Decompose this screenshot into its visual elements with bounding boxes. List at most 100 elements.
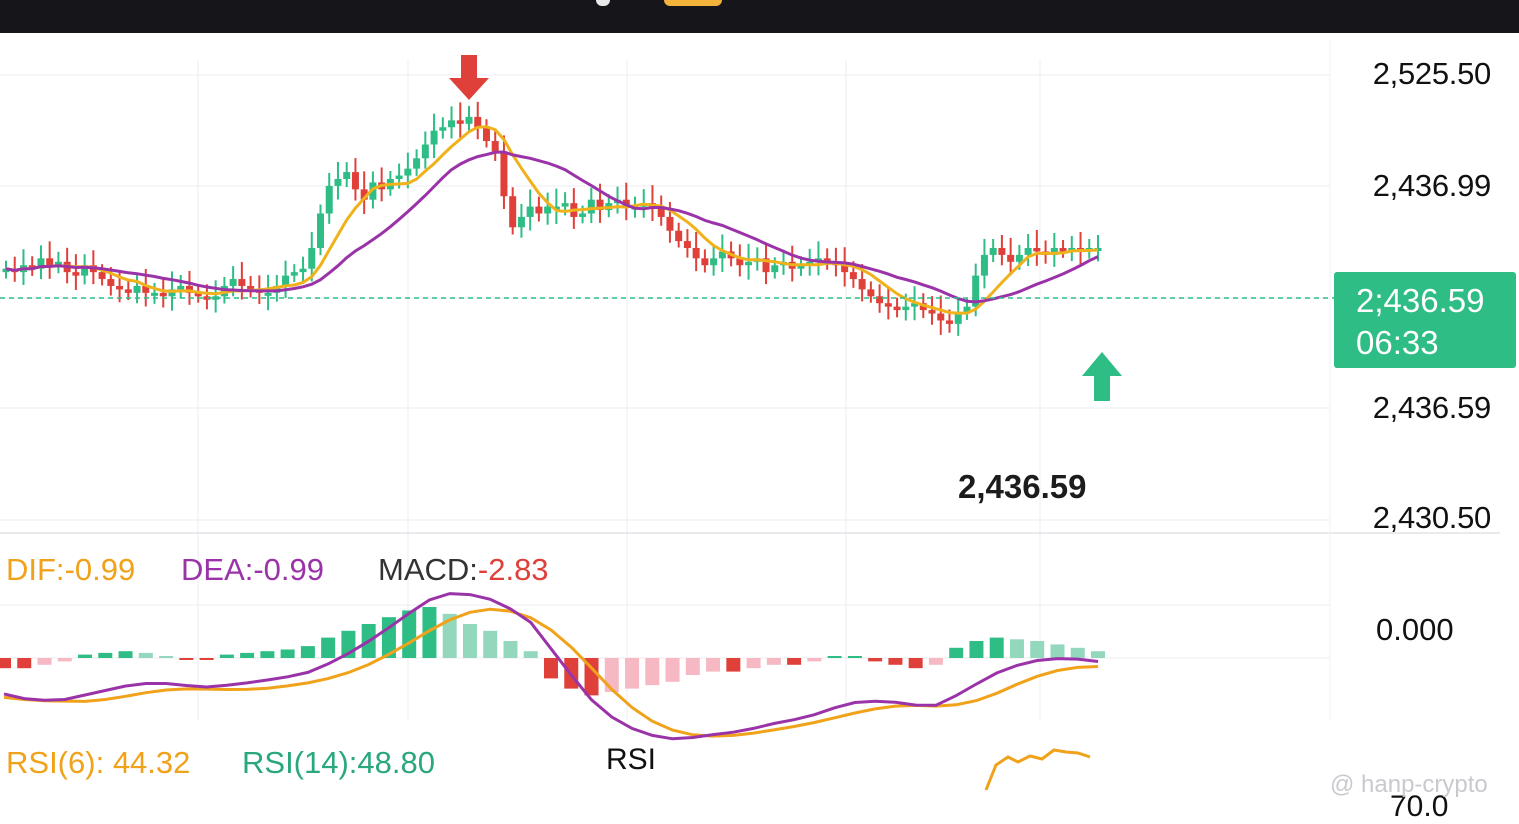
grid	[0, 40, 1500, 720]
candle-body	[692, 248, 700, 259]
candle-body	[264, 292, 272, 296]
candle-body	[395, 175, 403, 179]
candle-body	[937, 313, 945, 321]
macd-bar	[422, 607, 437, 658]
rsi14-value: 48.80	[357, 745, 435, 780]
candle-body	[72, 272, 80, 276]
dea-line	[3, 592, 1099, 741]
ma-slow-line	[5, 150, 1099, 304]
macd-bar	[462, 624, 477, 658]
dea-indicator: DEA:-0.99	[181, 552, 324, 588]
macd-bar	[523, 651, 538, 658]
candle-body	[98, 272, 106, 280]
sell-arrow-icon	[449, 55, 489, 100]
candle-body	[421, 144, 429, 159]
rsi14-label: RSI(14):	[242, 745, 358, 780]
candle-body	[1094, 248, 1102, 251]
macd-bar	[584, 658, 599, 696]
candle-body	[212, 296, 220, 300]
candle-body	[1059, 248, 1067, 252]
candle-body	[124, 289, 132, 293]
macd-bar	[118, 651, 133, 658]
candle-body	[858, 279, 866, 290]
candle-body	[928, 310, 936, 314]
candle-body	[54, 261, 62, 266]
macd-bar	[665, 658, 680, 682]
macd-bar	[969, 641, 984, 658]
candle-body	[972, 275, 980, 307]
dif-value: -0.99	[64, 552, 136, 587]
rsi-title: RSI	[606, 743, 657, 776]
candle-body	[448, 120, 456, 128]
ma-fast-line	[5, 125, 1099, 315]
candle-body	[561, 203, 569, 207]
logo-icon	[664, 0, 722, 6]
candle-body	[81, 265, 89, 276]
candle-body	[465, 116, 473, 124]
candle-body	[491, 141, 499, 152]
macd-bar	[928, 658, 943, 665]
macd-bar	[37, 658, 52, 665]
candle-body	[2, 268, 10, 273]
macd-label: MACD:	[378, 552, 478, 587]
rsi6-label: RSI(6):	[6, 745, 105, 780]
candle-body	[867, 289, 875, 297]
macd-bar	[847, 656, 862, 658]
macd-bar	[787, 658, 802, 665]
low-price-annotation: 2,436.59	[958, 468, 1087, 505]
candle-body	[500, 151, 508, 197]
macd-bar	[908, 658, 923, 669]
candle-body	[107, 279, 115, 286]
watermark: @ hanp-crypto	[1330, 771, 1488, 798]
candle-body	[308, 248, 316, 269]
macd-bar	[503, 641, 518, 658]
candle-body	[316, 213, 324, 248]
top-bar-icon	[596, 0, 610, 6]
candle-body	[439, 127, 447, 131]
candle-body	[325, 185, 333, 214]
candle-body	[963, 306, 971, 314]
dea-label: DEA:	[181, 552, 254, 587]
dea-value: -0.99	[253, 552, 325, 587]
price-tick-3: 2,436.59	[1372, 390, 1492, 425]
candle-body	[552, 206, 560, 210]
candle-body	[413, 158, 421, 169]
candle-body	[526, 206, 534, 217]
macd-bar	[827, 656, 842, 658]
rsi6-value: 44.32	[112, 745, 191, 780]
candle-body	[701, 258, 709, 266]
candle-body	[1015, 254, 1023, 262]
macd-bar	[1050, 644, 1065, 658]
macd-bar	[138, 652, 153, 658]
macd-bar	[746, 658, 761, 669]
candle-body	[247, 285, 255, 290]
macd-bar	[321, 637, 336, 658]
current-price-badge: 2;436.59 06:33	[1334, 272, 1516, 368]
candle-body	[334, 179, 342, 186]
macd-bar	[280, 649, 295, 658]
macd-bar	[1030, 641, 1045, 658]
candle-body	[1050, 248, 1058, 255]
candle-body	[360, 189, 368, 200]
candle-body	[884, 303, 892, 307]
macd-bar	[179, 658, 194, 660]
macd-bar	[888, 658, 903, 665]
rsi6-indicator: RSI(6): 44.32	[6, 745, 190, 781]
candle-body	[666, 216, 674, 231]
candle-body	[142, 285, 150, 293]
candle-body	[911, 303, 919, 307]
candle-body	[596, 199, 604, 211]
candle-body	[46, 258, 54, 266]
candle-body	[745, 261, 753, 266]
macd-bar	[219, 654, 234, 658]
macd-bar	[766, 658, 781, 665]
candle-body	[116, 285, 124, 290]
macd-bar	[159, 656, 174, 658]
candle-body	[482, 127, 490, 142]
candle-body	[1007, 254, 1015, 262]
candle-body	[998, 248, 1006, 255]
macd-bar	[442, 613, 457, 658]
candle-body	[535, 206, 543, 214]
candle-body	[762, 258, 770, 273]
